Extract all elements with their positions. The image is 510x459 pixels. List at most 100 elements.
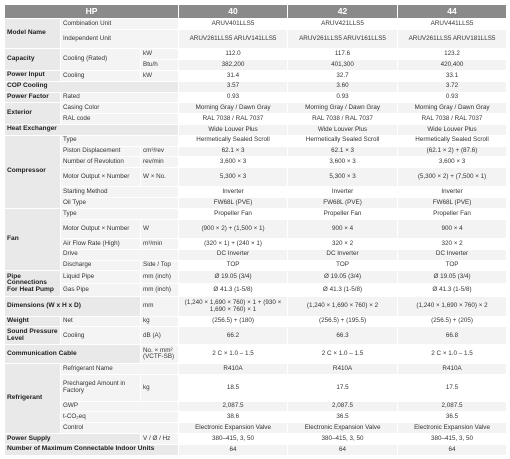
- cell: (62.1 × 2) + (87.6): [397, 145, 508, 158]
- cell: (256.5) + (205): [397, 315, 508, 328]
- row-unit: Btu/h: [139, 59, 180, 71]
- cell: Electronic Expansion Valve: [287, 422, 399, 435]
- cell: 2,087.5: [287, 400, 399, 413]
- group-power-factor: Power Factor: [4, 91, 61, 104]
- cell: 66.2: [178, 326, 289, 346]
- cell: FW68L (PVE): [178, 197, 289, 209]
- cell: 123.2: [397, 48, 508, 61]
- row-label: GWP: [59, 400, 180, 413]
- cell: FW68L (PVE): [287, 197, 399, 209]
- group-pipe: Pipe Connections For Heat Pump: [4, 270, 61, 298]
- cell: Propeller Fan: [397, 207, 508, 220]
- group-power-supply: Power Supply: [4, 433, 141, 445]
- table-row: Heat Exchanger Wide Louver Plus Wide Lou…: [3, 123, 508, 136]
- cell: FW68L (PVE): [397, 197, 508, 209]
- cell: 320 × 2: [287, 237, 399, 250]
- row-label: Starting Method: [59, 186, 180, 199]
- row-unit: mm (inch): [139, 270, 180, 285]
- cell: 62.1 × 3: [287, 145, 399, 158]
- row-label: Type: [59, 134, 180, 147]
- cell: Propeller Fan: [287, 207, 399, 220]
- row-unit: rev/min: [139, 156, 180, 169]
- table-row: Air Flow Rate (High) m³/min (320 × 1) + …: [5, 237, 508, 250]
- table-row: Oil Type FW68L (PVE) FW68L (PVE) FW68L (…: [5, 197, 508, 209]
- table-row: Weight Net kg (256.5) + (180) (256.5) + …: [4, 315, 508, 328]
- group-capacity: Capacity: [4, 48, 61, 71]
- row-label: Casing Color: [59, 102, 180, 115]
- row-label: Number of Revolution: [60, 156, 141, 169]
- table-row: Precharged Amount in Factory kg 18.5 17.…: [5, 374, 508, 402]
- cell: Ø 41.3 (1-5/8): [287, 283, 399, 298]
- cell: (1,240 × 1,690 × 760) × 2: [397, 296, 508, 317]
- row-label: Rated: [59, 91, 180, 104]
- cell: 36.5: [397, 411, 508, 424]
- cell: 2 C × 1.0 – 1.5: [287, 344, 399, 365]
- cell: Hermetically Sealed Scroll: [287, 134, 399, 147]
- row-label: Piston Displacement: [60, 145, 141, 158]
- cell: 3.72: [397, 80, 508, 93]
- table-row: Communication Cable No. × mm² (VCTF-SB) …: [4, 344, 508, 365]
- row-label: Liquid Pipe: [60, 270, 141, 285]
- row-label: t-CO₂eq: [59, 411, 180, 424]
- cell: 420,400: [397, 59, 508, 71]
- cell: (5,300 × 2) + (7,500 × 1): [397, 167, 508, 188]
- table-row: Starting Method Inverter Inverter Invert…: [5, 186, 508, 199]
- row-label: Cooling: [60, 70, 141, 82]
- row-label: Motor Output × Number: [60, 218, 141, 239]
- cell: R410A: [397, 363, 508, 376]
- cell: 0.93: [178, 91, 289, 104]
- cell: 17.5: [397, 374, 508, 402]
- cell: Hermetically Sealed Scroll: [178, 134, 289, 147]
- table-row: Power Factor Rated 0.93 0.93 0.93: [4, 91, 508, 104]
- cell: 3,600 × 3: [178, 156, 289, 169]
- cell: 66.8: [397, 326, 508, 346]
- row-unit: W: [139, 218, 180, 239]
- cell: 36.5: [287, 411, 399, 424]
- cell: Ø 41.3 (1-5/8): [178, 283, 289, 298]
- cell: Hermetically Sealed Scroll: [397, 134, 508, 147]
- row-unit: kW: [139, 70, 180, 82]
- cell: 401,300: [287, 59, 399, 71]
- model-44-header: 44: [397, 3, 508, 20]
- spec-table: HP 40 42 44 Model Name Combination Unit …: [3, 3, 508, 457]
- cell: Inverter: [178, 186, 289, 199]
- group-comm: Communication Cable: [4, 344, 141, 365]
- cell: 17.5: [287, 374, 399, 402]
- row-unit: kg: [139, 374, 180, 402]
- table-row: Model Name Combination Unit ARUV401LLS5 …: [4, 18, 508, 50]
- cell: Wide Louver Plus: [397, 123, 508, 136]
- cell: Wide Louver Plus: [287, 123, 399, 136]
- cell: 31.4: [178, 70, 289, 82]
- cell: Ø 19.05 (3/4): [287, 270, 399, 285]
- row-unit: mm: [139, 296, 180, 317]
- cell: ARUV261LLS5 ARUV161LLS5: [287, 29, 399, 50]
- cell: (320 × 1) + (240 × 1): [178, 237, 289, 250]
- group-model-name: Model Name: [4, 18, 61, 50]
- row-label: Oil Type: [59, 197, 180, 209]
- table-row: Compressor Type Hermetically Sealed Scro…: [4, 134, 508, 209]
- group-sound: Sound Pressure Level: [4, 326, 61, 346]
- cell: TOP: [397, 259, 508, 272]
- cell: 3.57: [178, 80, 289, 93]
- table-row: Sound Pressure Level Cooling dB (A) 66.2…: [4, 326, 508, 346]
- cell: 380–415, 3, 50: [287, 433, 399, 445]
- group-weight: Weight: [4, 315, 61, 328]
- cell: 112.0: [178, 48, 289, 61]
- cell: ARUV261LLS5 ARUV181LLS5: [397, 29, 508, 50]
- cell: RAL 7038 / RAL 7037: [397, 113, 508, 125]
- cell: Propeller Fan: [178, 207, 289, 220]
- cell: 5,300 × 3: [178, 167, 289, 188]
- cell: (900 × 2) + (1,500 × 1): [178, 218, 289, 239]
- row-unit: kW: [139, 48, 180, 61]
- cell: 380–415, 3, 50: [178, 433, 289, 445]
- cell: 64: [397, 443, 508, 457]
- group-heat-exchanger: Heat Exchanger: [3, 123, 180, 136]
- cell: RAL 7038 / RAL 7037: [178, 113, 289, 125]
- table-row: Btu/h 382,200 401,300 420,400: [5, 59, 508, 71]
- cell: 900 × 4: [397, 218, 508, 239]
- row-label: Cooling: [60, 326, 141, 346]
- cell: Inverter: [397, 186, 508, 199]
- cell: R410A: [287, 363, 399, 376]
- cell: Morning Gray / Dawn Gray: [397, 102, 508, 115]
- table-row: Dimensions (W x H x D) mm (1,240 × 1,690…: [4, 296, 508, 317]
